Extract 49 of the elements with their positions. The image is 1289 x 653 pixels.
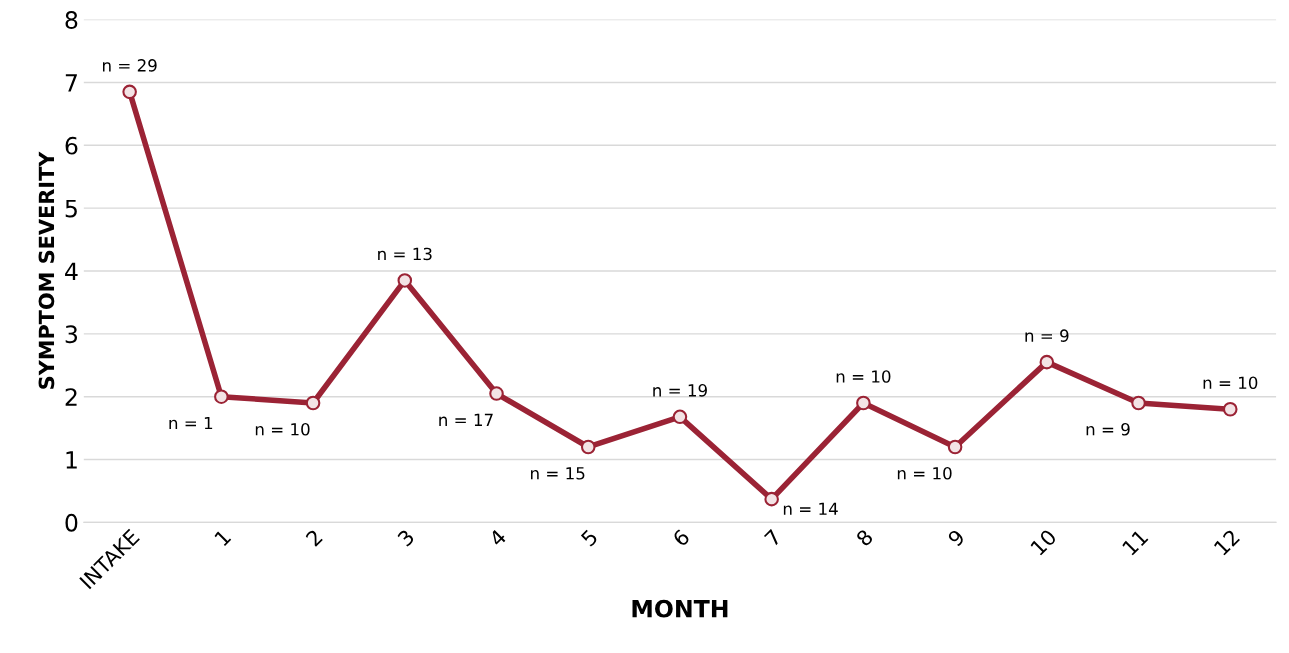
point: [1039, 354, 1055, 370]
point: [305, 395, 321, 411]
annotation: n = 14: [783, 502, 838, 515]
annotation: n = 19: [653, 384, 707, 397]
x-tick-label: 9: [946, 528, 966, 548]
point: [122, 84, 137, 100]
y-tick-label: 1: [66, 451, 77, 469]
annotation: n = 10: [1203, 376, 1258, 390]
x-tick-label: 11: [1121, 529, 1149, 556]
annotation: n = 1: [169, 416, 213, 430]
point: [1131, 395, 1146, 411]
annotation: n = 9: [1086, 422, 1130, 436]
annotation: n = 9: [1025, 329, 1069, 342]
y-tick-label: 7: [65, 74, 77, 92]
point: [489, 386, 504, 401]
y-tick-label: 4: [65, 262, 78, 280]
x-tick-label: 6: [671, 528, 691, 548]
y-tick-label: 8: [65, 11, 78, 29]
x-axis-title: MONTH: [632, 599, 728, 618]
annotation: n = 10: [836, 370, 891, 383]
point: [214, 389, 229, 404]
x-tick-label: 7: [763, 528, 782, 547]
point: [672, 409, 688, 425]
point: [397, 273, 413, 288]
annotation: n = 15: [531, 467, 585, 480]
point: [1222, 401, 1238, 417]
x-tick-label: 2: [305, 529, 323, 547]
annotation: n = 13: [378, 247, 432, 261]
y-tick-label: 0: [65, 513, 78, 532]
x-tick-label: 3: [396, 528, 416, 547]
point: [947, 439, 963, 455]
x-tick-label: 12: [1213, 529, 1240, 556]
annotation: n = 10: [897, 466, 952, 480]
point: [856, 395, 871, 411]
y-tick-label: 5: [65, 199, 77, 218]
y-axis-title: SYMPTOM SEVERITY: [38, 151, 55, 389]
x-tick-label: 5: [580, 529, 599, 547]
annotation: n = 17: [439, 413, 493, 426]
y-tick-label: 2: [65, 388, 77, 406]
y-tick-label: 6: [65, 136, 78, 155]
y-tick-label: 3: [65, 325, 78, 344]
x-tick-label: 8: [855, 528, 874, 548]
annotation: n = 10: [255, 422, 310, 436]
x-tick-label: 1: [214, 529, 232, 547]
annotation: n = 29: [102, 59, 157, 72]
x-tick-label: 4: [488, 528, 507, 548]
point: [764, 491, 779, 507]
x-tick-label: 10: [1029, 528, 1058, 556]
point: [580, 439, 596, 455]
